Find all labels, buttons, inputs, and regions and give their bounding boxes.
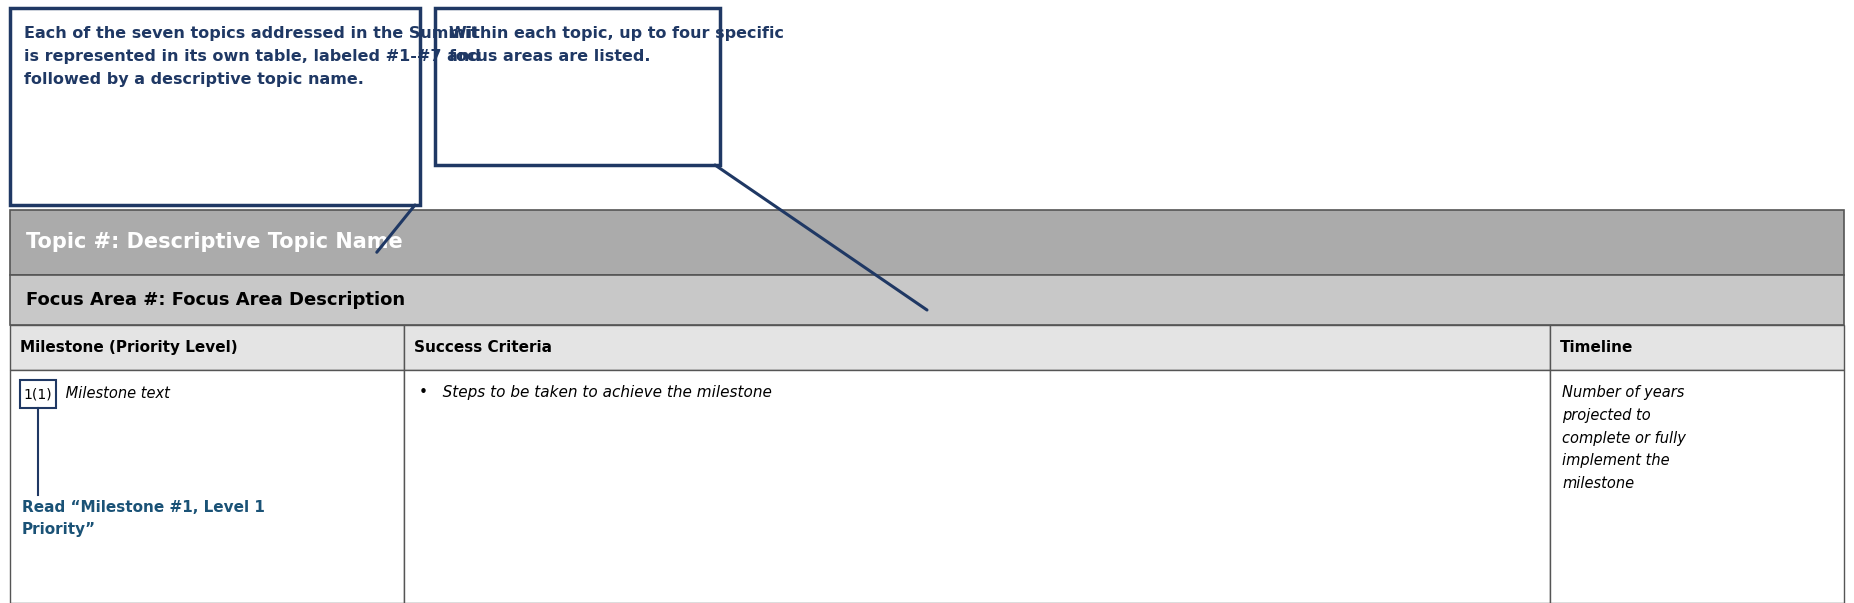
Text: Within each topic, up to four specific
focus areas are listed.: Within each topic, up to four specific f… — [449, 26, 784, 64]
Text: Each of the seven topics addressed in the Summit
is represented in its own table: Each of the seven topics addressed in th… — [24, 26, 480, 87]
Bar — [9, 210, 1845, 275]
Text: Focus Area #: Focus Area Description: Focus Area #: Focus Area Description — [26, 291, 406, 309]
Text: Read “Milestone #1, Level 1
Priority”: Read “Milestone #1, Level 1 Priority” — [22, 500, 265, 537]
Bar — [404, 325, 1550, 370]
Text: Topic #: Descriptive Topic Name: Topic #: Descriptive Topic Name — [26, 233, 402, 253]
Bar — [9, 275, 1845, 325]
Text: •   Steps to be taken to achieve the milestone: • Steps to be taken to achieve the miles… — [419, 385, 771, 400]
Text: Milestone text: Milestone text — [61, 387, 171, 402]
Bar — [20, 380, 56, 408]
Bar — [9, 370, 404, 603]
Bar — [1550, 325, 1845, 370]
Bar — [9, 8, 421, 205]
Bar — [9, 325, 404, 370]
Text: Number of years
projected to
complete or fully
implement the
milestone: Number of years projected to complete or… — [1563, 385, 1685, 491]
Text: Milestone (Priority Level): Milestone (Priority Level) — [20, 340, 237, 355]
Bar — [404, 370, 1550, 603]
Text: Timeline: Timeline — [1559, 340, 1633, 355]
Bar — [436, 8, 719, 165]
Text: Success Criteria: Success Criteria — [413, 340, 552, 355]
Text: 1(1): 1(1) — [24, 387, 52, 401]
Bar — [1550, 370, 1845, 603]
